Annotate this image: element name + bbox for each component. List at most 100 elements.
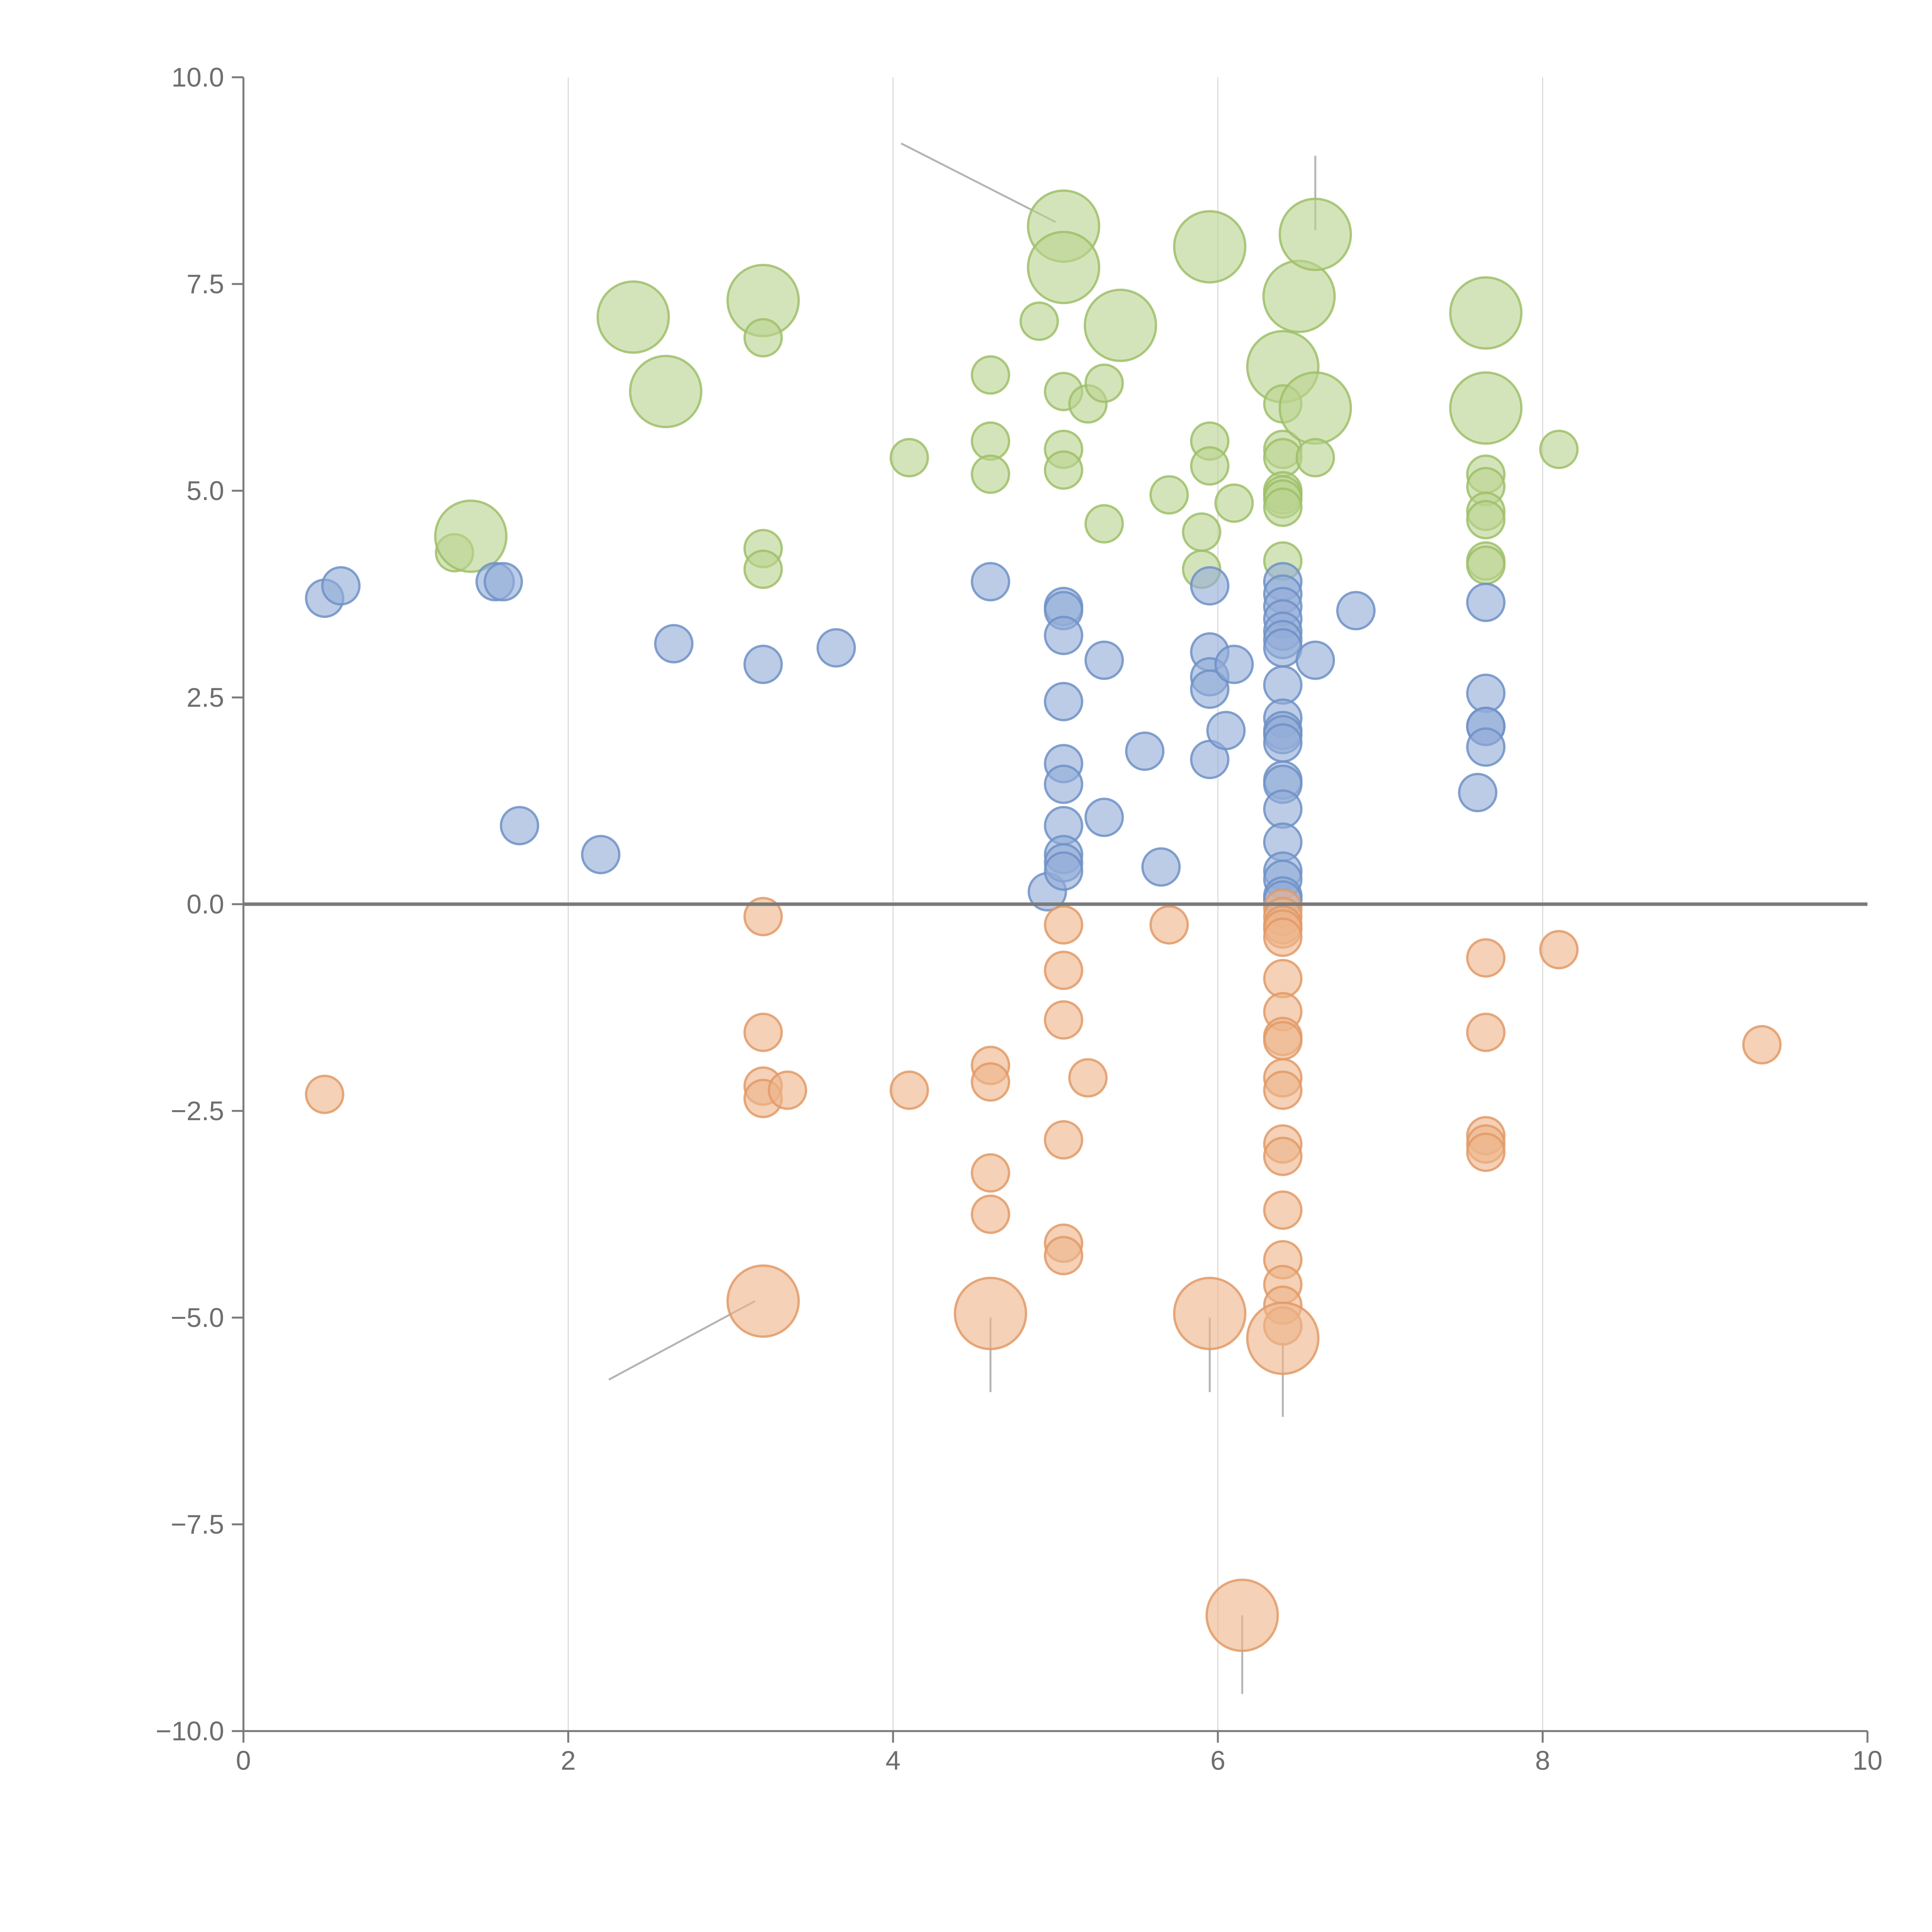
- bubble-point-orange[interactable]: [1263, 1190, 1303, 1230]
- bubble-point-green[interactable]: [1084, 363, 1124, 403]
- bubble-point-blue[interactable]: [1263, 789, 1303, 829]
- bubble-point-green[interactable]: [1083, 289, 1157, 362]
- bubble-point-orange[interactable]: [1263, 1136, 1303, 1176]
- bubble-point-green[interactable]: [971, 454, 1010, 494]
- bubble-point-orange[interactable]: [954, 1277, 1027, 1350]
- bubble-point-orange[interactable]: [768, 1070, 808, 1110]
- bubble-point-orange[interactable]: [889, 1070, 929, 1110]
- bubble-point-blue[interactable]: [816, 628, 856, 668]
- bubble-point-green[interactable]: [629, 355, 702, 429]
- bubble-point-orange[interactable]: [743, 897, 783, 937]
- bubble-point-green[interactable]: [971, 421, 1010, 461]
- bubble-point-blue[interactable]: [1084, 640, 1124, 680]
- bubble-point-blue[interactable]: [743, 645, 783, 684]
- bubble-point-blue[interactable]: [1466, 673, 1506, 713]
- bubble-point-orange[interactable]: [1742, 1025, 1782, 1065]
- bubble-point-blue[interactable]: [1125, 731, 1165, 771]
- bubble-point-orange[interactable]: [1263, 917, 1303, 957]
- bubble-point-orange[interactable]: [1044, 905, 1083, 945]
- y-tick-label: 2.5: [187, 682, 224, 713]
- bubble-point-blue[interactable]: [1044, 764, 1083, 804]
- bubble-point-green[interactable]: [1149, 475, 1189, 515]
- x-tick-label: 6: [1210, 1745, 1225, 1776]
- bubble-point-green[interactable]: [1084, 504, 1124, 544]
- bubble-point-blue[interactable]: [483, 562, 523, 602]
- bubble-point-green[interactable]: [1278, 197, 1352, 271]
- bubble-point-orange[interactable]: [1466, 1133, 1506, 1172]
- bubble-point-blue[interactable]: [581, 835, 621, 874]
- bubble-point-green[interactable]: [1173, 210, 1247, 284]
- bubble-point-blue[interactable]: [1263, 723, 1303, 763]
- bubble-point-orange[interactable]: [1044, 1236, 1083, 1276]
- bubble-point-green[interactable]: [743, 549, 783, 589]
- bubble-point-blue[interactable]: [500, 806, 539, 845]
- bubble-point-orange[interactable]: [1466, 938, 1506, 978]
- bubble-point-orange[interactable]: [1173, 1277, 1247, 1350]
- bubble-point-orange[interactable]: [1263, 1070, 1303, 1110]
- annotation-leaders: [608, 142, 1316, 1694]
- bubble-point-orange[interactable]: [1246, 1301, 1320, 1375]
- bubble-point-green[interactable]: [596, 280, 670, 354]
- bubble-point-orange[interactable]: [305, 1075, 345, 1114]
- bubble-point-green[interactable]: [1539, 430, 1579, 469]
- bubble-point-orange[interactable]: [1068, 1058, 1108, 1098]
- bubble-point-blue[interactable]: [1044, 851, 1083, 891]
- y-tick-label: 10.0: [172, 62, 224, 92]
- bubble-point-orange[interactable]: [1263, 959, 1303, 998]
- bubble-point-orange[interactable]: [726, 1264, 800, 1338]
- bubble-point-blue[interactable]: [1044, 616, 1083, 655]
- bubble-point-orange[interactable]: [1044, 1120, 1083, 1160]
- bubble-point-blue[interactable]: [971, 562, 1010, 602]
- bubble-point-blue[interactable]: [1458, 773, 1498, 813]
- bubble-point-orange[interactable]: [1044, 951, 1083, 990]
- bubble-point-green[interactable]: [1449, 371, 1523, 445]
- bubble-point-green[interactable]: [1019, 301, 1059, 341]
- bubble-point-blue[interactable]: [1044, 682, 1083, 721]
- bubble-point-green[interactable]: [1466, 545, 1506, 585]
- bubble-point-green[interactable]: [1044, 450, 1083, 490]
- bubble-point-blue[interactable]: [1190, 566, 1230, 606]
- bubble-point-orange[interactable]: [971, 1194, 1010, 1234]
- x-tick-label: 2: [561, 1745, 576, 1776]
- bubble-point-orange[interactable]: [1149, 905, 1189, 945]
- y-tick-label: 5.0: [187, 476, 224, 506]
- bubble-point-blue[interactable]: [1214, 645, 1254, 684]
- bubble-point-green[interactable]: [1190, 446, 1230, 486]
- bubble-point-green[interactable]: [1295, 438, 1335, 478]
- bubble-point-green[interactable]: [971, 355, 1010, 395]
- bubble-point-green[interactable]: [1027, 231, 1100, 304]
- bubble-point-blue[interactable]: [1263, 665, 1303, 705]
- bubble-point-orange[interactable]: [1539, 930, 1579, 969]
- bubble-point-blue[interactable]: [321, 566, 361, 606]
- bubble-point-green[interactable]: [1214, 483, 1254, 523]
- bubble-point-green[interactable]: [1182, 512, 1221, 552]
- bubble-point-green[interactable]: [743, 318, 783, 358]
- bubble-point-orange[interactable]: [1466, 1012, 1506, 1052]
- bubble-point-green[interactable]: [1262, 260, 1336, 333]
- bubble-point-blue[interactable]: [654, 624, 694, 663]
- bubble-point-green[interactable]: [1263, 487, 1303, 527]
- bubble-point-green[interactable]: [1466, 500, 1506, 539]
- bubble-point-blue[interactable]: [1084, 798, 1124, 837]
- y-tick-label: −5.0: [171, 1303, 224, 1333]
- bubble-point-orange[interactable]: [971, 1153, 1010, 1193]
- bubble-point-orange[interactable]: [1044, 1000, 1083, 1040]
- bubble-point-blue[interactable]: [1466, 582, 1506, 622]
- bubble-point-orange[interactable]: [743, 1012, 783, 1052]
- bubble-point-blue[interactable]: [1141, 847, 1181, 887]
- bubble-point-blue[interactable]: [1206, 711, 1246, 750]
- bubble-point-green[interactable]: [889, 438, 929, 478]
- bubble-point-blue[interactable]: [1466, 727, 1506, 767]
- bubble-point-green[interactable]: [1278, 371, 1352, 445]
- y-tick-label: −2.5: [171, 1096, 224, 1126]
- bubble-point-orange[interactable]: [971, 1062, 1010, 1102]
- bubble-point-green[interactable]: [434, 499, 508, 573]
- bubble-point-orange[interactable]: [1263, 1021, 1303, 1061]
- bubble-point-blue[interactable]: [1190, 669, 1230, 709]
- bubble-point-green[interactable]: [1449, 276, 1523, 350]
- bubble-point-orange[interactable]: [1205, 1578, 1279, 1652]
- bubble-point-blue[interactable]: [1336, 591, 1376, 631]
- bubble-point-blue[interactable]: [1295, 640, 1335, 680]
